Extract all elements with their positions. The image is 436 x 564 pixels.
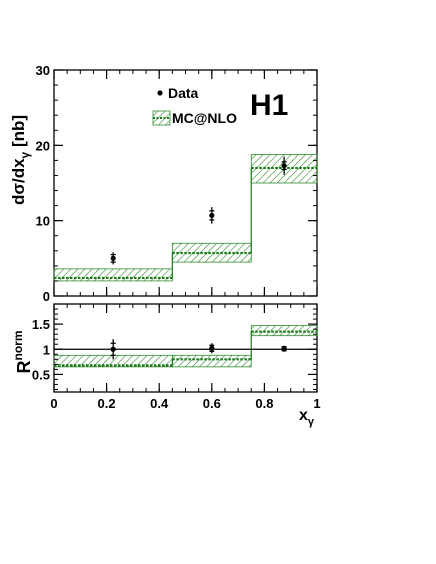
- main-x-ticks: [53, 70, 318, 296]
- ratio-xtick-label-2: 0.4: [150, 396, 169, 411]
- legend-data-label: Data: [168, 85, 199, 101]
- ratio-mc-lines: [54, 330, 317, 367]
- x-axis-title: xγ: [299, 407, 315, 428]
- ratio-data-point-2: [281, 346, 287, 352]
- x-axis-title-sub: γ: [308, 416, 315, 428]
- ratio-ytick-label-0: 0.5: [32, 367, 50, 382]
- ratio-panel: 0.5 1 1.5 0 0.2 0.4 0.6 0.8 1 Rnorm xγ: [11, 303, 321, 428]
- main-band-1: [171, 242, 252, 263]
- main-data-point-2: [281, 163, 287, 169]
- main-ytick-label-3: 30: [36, 63, 50, 78]
- main-y-ticks: 0 10 20 30: [36, 63, 317, 304]
- main-data-points: [110, 156, 287, 265]
- legend-data-marker: [157, 90, 163, 96]
- legend: Data MC@NLO: [152, 85, 237, 126]
- ratio-y-axis-title-sup: norm: [11, 331, 25, 361]
- legend-mc-label: MC@NLO: [172, 110, 237, 126]
- ratio-ytick-label-2: 1.5: [32, 317, 50, 332]
- ratio-xtick-label-0: 0: [50, 396, 57, 411]
- ratio-data-point-0: [110, 346, 116, 352]
- main-y-axis-title-pre: dσ/dx: [9, 158, 28, 205]
- main-ytick-label-1: 10: [36, 214, 50, 229]
- ratio-y-axis-title-main: R: [14, 361, 34, 374]
- ratio-y-axis-title: Rnorm: [11, 331, 34, 374]
- main-data-point-0: [110, 255, 116, 261]
- ratio-xtick-label-5: 1: [313, 396, 320, 411]
- ratio-data-points: [110, 339, 287, 360]
- ratio-xtick-label-4: 0.8: [255, 396, 273, 411]
- main-y-axis-title-post: [nb]: [9, 115, 28, 152]
- ratio-xtick-label-1: 0.2: [98, 396, 116, 411]
- ratio-plot-frame: [53, 303, 318, 393]
- h1-logo: H1: [250, 89, 288, 122]
- main-ytick-label-2: 20: [36, 138, 50, 153]
- ratio-data-point-1: [209, 345, 215, 351]
- ratio-ytick-label-1: 1: [43, 342, 50, 357]
- main-band-0: [53, 268, 173, 282]
- main-mc-bands: [53, 153, 318, 282]
- main-panel: 0 10 20 30 dσ/dxγ [nb] Data MC@NLO H1: [9, 63, 318, 304]
- main-y-axis-title-sub: γ: [18, 151, 32, 158]
- ratio-x-ticks: 0 0.2 0.4 0.6 0.8 1: [50, 304, 321, 411]
- x-axis-title-main: x: [299, 407, 308, 424]
- main-y-axis-title: dσ/dxγ [nb]: [9, 115, 32, 205]
- ratio-xtick-label-3: 0.6: [203, 396, 221, 411]
- ratio-band-1: [171, 354, 252, 368]
- main-ytick-label-0: 0: [43, 289, 50, 304]
- main-data-point-1: [209, 212, 215, 218]
- ratio-y-ticks: 0.5 1 1.5: [32, 303, 317, 390]
